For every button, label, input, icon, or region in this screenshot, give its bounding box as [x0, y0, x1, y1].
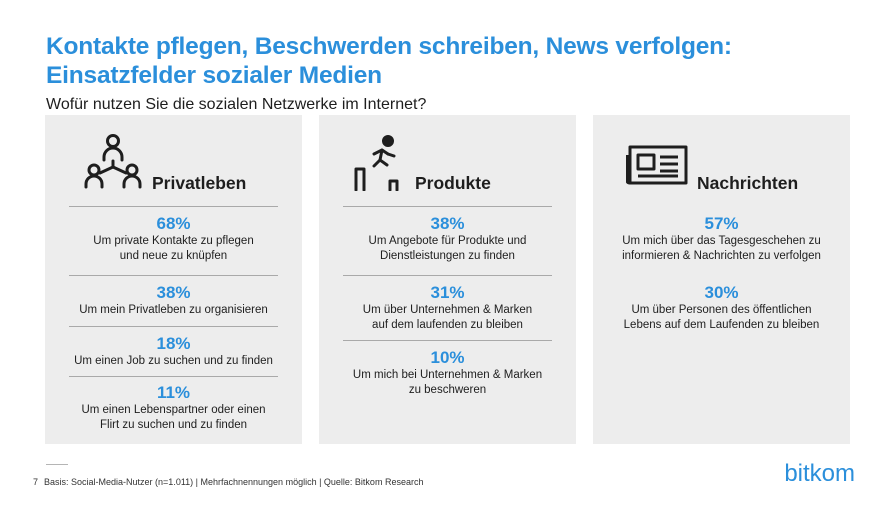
data-item: 68% Um private Kontakte zu pflegen und n… — [45, 214, 302, 264]
panel-nachrichten: Nachrichten 57% Um mich über das Tagesge… — [593, 115, 850, 444]
divider — [69, 376, 278, 377]
item-label: Um über Personen des öffentlichen — [631, 304, 812, 316]
item-label: Um private Kontakte zu pflegen — [93, 235, 254, 247]
running-person-icon — [354, 135, 399, 191]
group-title: Nachrichten — [697, 173, 799, 193]
item-label: Um Angebote für Produkte und — [368, 235, 527, 247]
divider — [343, 340, 552, 341]
page-title: Kontakte pflegen, Beschwerden schreiben,… — [46, 32, 866, 90]
data-item: 57% Um mich über das Tagesgeschehen zu i… — [593, 214, 850, 264]
title-line-1: Kontakte pflegen, Beschwerden schreiben,… — [46, 33, 732, 60]
panel-produkte: Produkte 38% Um Angebote für Produkte un… — [319, 115, 576, 444]
data-label: 30% — [704, 283, 739, 302]
item-label: Um mich bei Unternehmen & Marken — [352, 369, 543, 381]
item-label: Um mich über das Tagesgeschehen zu — [622, 235, 821, 247]
bitkom-logo: bitkom — [784, 460, 855, 487]
title-line-2: Einsatzfelder sozialer Medien — [46, 62, 382, 89]
footer-divider — [46, 464, 68, 465]
group-title: Produkte — [415, 173, 491, 193]
divider — [343, 206, 552, 207]
panel-privatleben: Privatleben 68% Um private Kontakte zu p… — [45, 115, 302, 444]
data-item: 38% Um mein Privatleben zu organisieren — [45, 283, 302, 318]
item-label: zu beschweren — [408, 384, 487, 396]
footer: 7 Basis: Social-Media-Nutzer (n=1.011) | … — [33, 477, 423, 487]
newspaper-icon — [626, 145, 688, 185]
data-item: 38% Um Angebote für Produkte und Dienstl… — [319, 214, 576, 264]
item-label: Dienstleistungen zu finden — [380, 250, 515, 262]
data-label: 38% — [430, 214, 465, 233]
page-number: 7 — [33, 477, 39, 487]
data-item: 31% Um über Unternehmen & Marken auf dem… — [319, 283, 576, 333]
data-label: 10% — [430, 348, 465, 367]
data-item: 18% Um einen Job zu suchen und zu finden — [45, 334, 302, 369]
item-label: informieren & Nachrichten zu verfolgen — [622, 250, 821, 262]
data-label: 57% — [704, 214, 739, 233]
data-label: 38% — [156, 283, 191, 302]
item-label: Um einen Lebenspartner oder einen — [81, 404, 266, 416]
data-label: 31% — [430, 283, 465, 302]
divider — [69, 275, 278, 276]
footer-source: Basis: Social-Media-Nutzer (n=1.011) | M… — [44, 477, 424, 487]
data-label: 11% — [156, 383, 191, 402]
divider — [343, 275, 552, 276]
item-label: Um einen Job zu suchen und zu finden — [74, 355, 273, 367]
people-network-icon — [84, 134, 142, 189]
data-item: 10% Um mich bei Unternehmen & Marken zu … — [319, 348, 576, 398]
data-label: 18% — [156, 334, 191, 353]
divider — [69, 206, 278, 207]
divider — [69, 326, 278, 327]
item-label: Flirt zu suchen und zu finden — [99, 419, 248, 431]
page-subtitle: Wofür nutzen Sie die sozialen Netzwerke … — [46, 96, 427, 113]
item-label: auf dem laufenden zu bleiben — [372, 319, 523, 331]
item-label: Um mein Privatleben zu organisieren — [79, 304, 268, 316]
group-title: Privatleben — [152, 173, 247, 193]
data-item: 30% Um über Personen des öffentlichen Le… — [593, 283, 850, 333]
item-label: Um über Unternehmen & Marken — [362, 304, 533, 316]
data-item: 11% Um einen Lebenspartner oder einen Fl… — [45, 383, 302, 433]
item-label: und neue zu knüpfen — [119, 250, 228, 262]
data-label: 68% — [156, 214, 191, 233]
item-label: Lebens auf dem Laufenden zu bleiben — [623, 319, 820, 331]
